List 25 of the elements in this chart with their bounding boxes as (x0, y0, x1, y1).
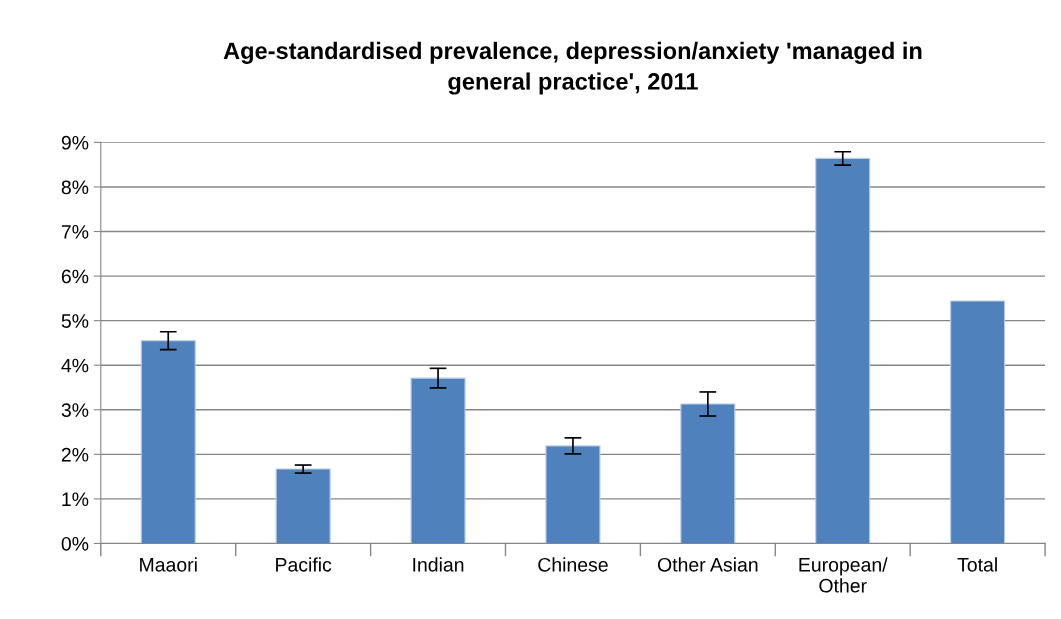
x-tick-label: Maaori (140, 557, 197, 572)
bar (815, 157, 871, 544)
y-tick-label: 8% (61, 180, 89, 195)
bar (545, 445, 601, 544)
x-tick-label: European/ Other (799, 557, 888, 593)
bar (140, 340, 196, 544)
x-tick-label: Pacific (276, 557, 332, 572)
bar (950, 300, 1006, 544)
bar (410, 377, 466, 544)
x-tick-label: Indian (413, 557, 464, 572)
x-tick-label: Other Asian (657, 557, 758, 572)
y-tick-label: 3% (61, 403, 89, 418)
bar (680, 403, 736, 544)
y-tick-label: 2% (61, 447, 89, 462)
y-tick-label: 4% (61, 358, 89, 373)
y-tick-label: 7% (61, 225, 89, 239)
y-tick-label: 0% (61, 536, 89, 551)
y-tick-label: 9% (61, 135, 89, 150)
x-tick-label: Chinese (538, 557, 608, 572)
x-tick-label: Total (957, 557, 997, 572)
bar (275, 468, 331, 544)
chart-title: Age-standardised prevalence, depression/anxiety 'managed in general practice', 2011 (223, 41, 922, 95)
y-tick-label: 5% (61, 314, 89, 328)
y-tick-label: 1% (62, 492, 89, 507)
y-tick-label: 6% (61, 269, 89, 284)
